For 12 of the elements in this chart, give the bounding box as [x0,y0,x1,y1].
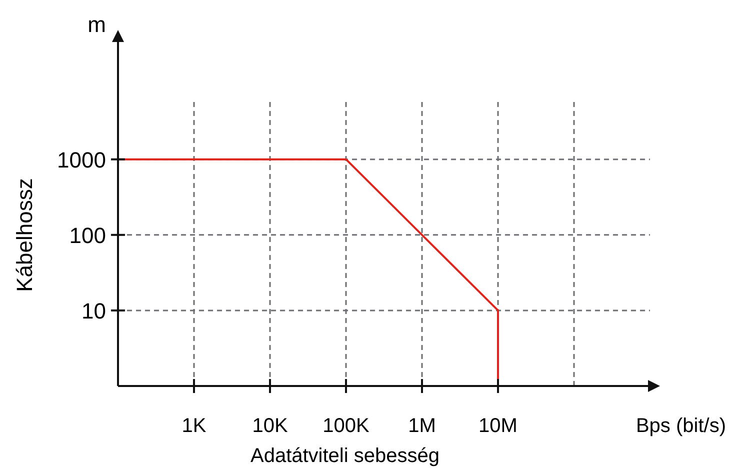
x-tick-label: 1M [408,415,436,437]
x-tick-label: 10M [478,415,518,437]
x-axis-title: Adatátviteli sebesség [250,445,440,467]
x-tick-label: 1K [182,415,207,437]
text: m [88,12,106,37]
x-tick-label: 10K [252,415,288,437]
y-tick-label: 10 [82,298,106,324]
y-axis-title: Kábelhossz [12,178,37,292]
x-tick-label: 100K [322,415,370,437]
y-tick-label: 100 [69,222,106,248]
y-tick-label: 1000 [57,147,106,172]
text: Bps (bit/s) [636,415,726,437]
